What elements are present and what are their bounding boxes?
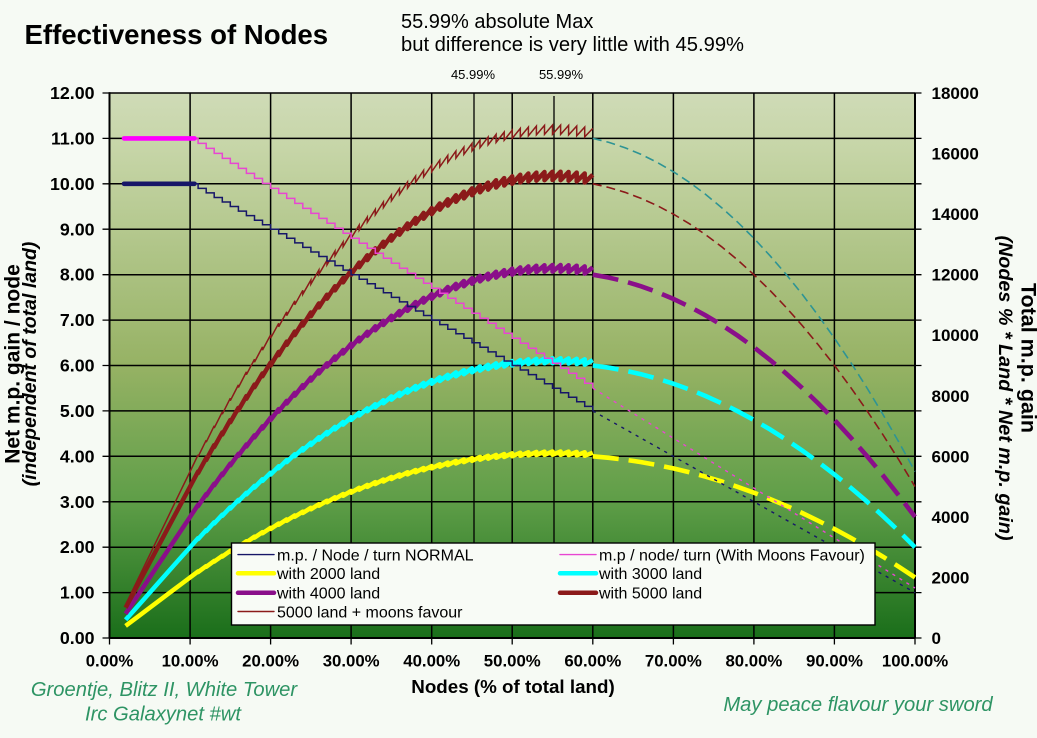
- svg-text:3.00: 3.00: [60, 492, 95, 512]
- svg-text:Total m.p. gain: Total m.p. gain: [1017, 283, 1037, 433]
- svg-text:40.00%: 40.00%: [403, 652, 460, 671]
- svg-text:1.00: 1.00: [60, 583, 95, 603]
- svg-text:0.00: 0.00: [60, 628, 95, 648]
- svg-text:2.00: 2.00: [60, 537, 95, 557]
- svg-text:4000: 4000: [932, 508, 970, 527]
- svg-text:80.00%: 80.00%: [725, 652, 782, 671]
- svg-text:Groentje, Blitz II, White Towe: Groentje, Blitz II, White Tower: [31, 679, 299, 701]
- svg-text:55.99% absolute Max: 55.99% absolute Max: [401, 11, 593, 33]
- svg-text:10.00%: 10.00%: [162, 652, 219, 671]
- svg-text:10000: 10000: [932, 326, 979, 345]
- svg-text:but difference is very little: but difference is very little with 45.99…: [401, 34, 744, 56]
- svg-text:55.99%: 55.99%: [539, 67, 584, 82]
- svg-text:100.00%: 100.00%: [882, 652, 948, 671]
- svg-text:m.p. / Node / turn NORMAL: m.p. / Node / turn NORMAL: [277, 547, 474, 564]
- svg-text:12.00: 12.00: [50, 83, 95, 103]
- svg-text:10.00: 10.00: [50, 174, 95, 194]
- svg-text:m.p / node/ turn (With Moons F: m.p / node/ turn (With Moons Favour): [599, 547, 865, 564]
- svg-text:16000: 16000: [932, 145, 979, 164]
- svg-text:50.00%: 50.00%: [484, 652, 541, 671]
- svg-text:Irc Galaxynet #wt: Irc Galaxynet #wt: [85, 704, 242, 726]
- svg-text:9.00: 9.00: [60, 219, 95, 239]
- svg-text:60.00%: 60.00%: [564, 652, 621, 671]
- svg-text:8000: 8000: [932, 387, 970, 406]
- svg-text:11.00: 11.00: [51, 128, 95, 148]
- svg-text:18000: 18000: [932, 84, 979, 103]
- svg-text:with 4000 land: with 4000 land: [276, 586, 380, 603]
- svg-text:90.00%: 90.00%: [806, 652, 863, 671]
- svg-text:7.00: 7.00: [60, 310, 95, 330]
- svg-text:14000: 14000: [932, 205, 979, 224]
- svg-text:4.00: 4.00: [60, 446, 95, 466]
- svg-text:with 2000 land: with 2000 land: [276, 566, 380, 583]
- svg-text:8.00: 8.00: [60, 265, 95, 285]
- svg-text:Effectiveness of Nodes: Effectiveness of Nodes: [25, 19, 329, 50]
- svg-text:6000: 6000: [932, 447, 970, 466]
- svg-text:Nodes (% of total land): Nodes (% of total land): [411, 676, 614, 697]
- svg-text:30.00%: 30.00%: [323, 652, 380, 671]
- svg-text:Net m.p. gain / node: Net m.p. gain / node: [2, 264, 25, 464]
- svg-text:5000 land + moons favour: 5000 land + moons favour: [277, 604, 463, 621]
- svg-text:12000: 12000: [932, 266, 979, 285]
- svg-text:(Nodes % * Land * Net m.p. gai: (Nodes % * Land * Net m.p. gain): [994, 235, 1016, 540]
- svg-text:0.00%: 0.00%: [86, 652, 134, 671]
- svg-text:with 5000 land: with 5000 land: [598, 586, 702, 603]
- svg-text:May peace flavour your sword: May peace flavour your sword: [723, 694, 993, 716]
- svg-text:70.00%: 70.00%: [645, 652, 702, 671]
- svg-text:45.99%: 45.99%: [451, 67, 496, 82]
- svg-text:(independent of total land): (independent of total land): [19, 242, 41, 487]
- svg-text:6.00: 6.00: [60, 356, 95, 376]
- svg-text:20.00%: 20.00%: [242, 652, 299, 671]
- svg-text:with 3000 land: with 3000 land: [598, 566, 702, 583]
- svg-text:5.00: 5.00: [60, 401, 95, 421]
- svg-text:2000: 2000: [932, 568, 970, 587]
- svg-text:0: 0: [932, 629, 941, 648]
